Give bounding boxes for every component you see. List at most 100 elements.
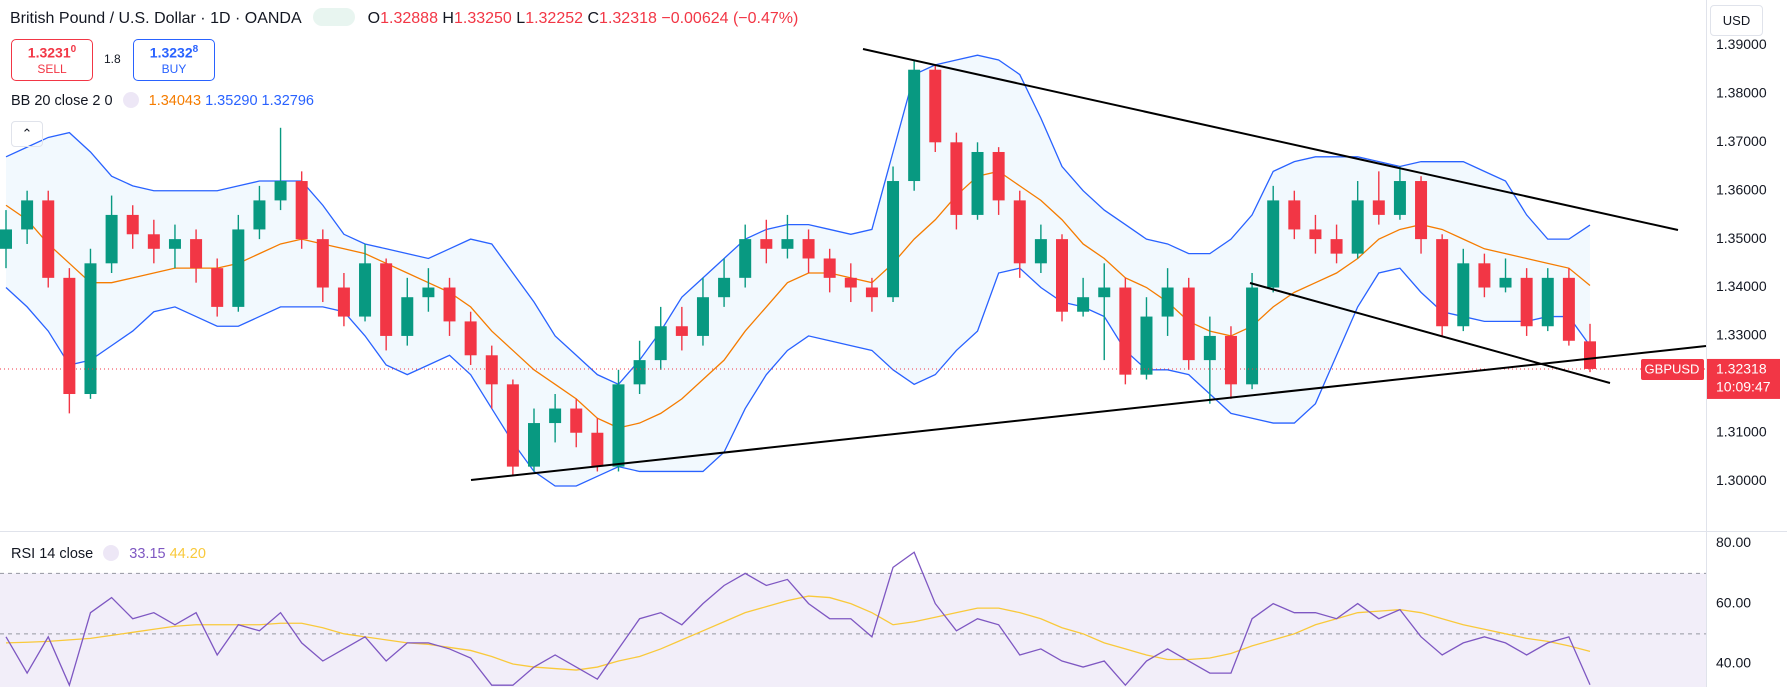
candle-body xyxy=(1372,200,1385,215)
candle-body xyxy=(1562,277,1575,341)
trend-line[interactable] xyxy=(1249,282,1611,384)
candle-body xyxy=(63,277,76,395)
candle-body xyxy=(844,277,857,288)
y-tick-label: 1.33000 xyxy=(1716,327,1767,343)
candle-body xyxy=(1013,200,1026,264)
candle-body xyxy=(1330,239,1343,254)
rsi-value: 33.15 xyxy=(129,546,166,562)
candle-body xyxy=(1161,287,1174,317)
candle-body xyxy=(1584,341,1596,369)
bb-middle-line xyxy=(5,170,1591,429)
sell-price: 1.3231 xyxy=(27,44,71,61)
candle-body xyxy=(675,326,688,336)
candle-body xyxy=(190,239,203,269)
settings-icon[interactable] xyxy=(122,92,139,108)
buy-button[interactable]: 1.32328 BUY xyxy=(133,39,215,81)
y-tick-label: 40.00 xyxy=(1716,655,1751,671)
candle-body xyxy=(359,263,372,317)
candle-body xyxy=(1351,200,1364,254)
candle-body xyxy=(274,181,287,201)
high-label: H xyxy=(442,10,454,27)
candle-body xyxy=(443,287,456,322)
candle-body xyxy=(739,239,752,278)
rsi-band-fill xyxy=(0,573,1706,687)
candle-body xyxy=(316,239,329,288)
candle-body xyxy=(1499,277,1512,288)
candle-body xyxy=(781,239,794,249)
y-tick-label: 1.39000 xyxy=(1716,36,1767,52)
candle-body xyxy=(84,263,97,395)
bb-title[interactable]: BB 20 close 2 0 xyxy=(11,93,113,109)
candle-body xyxy=(865,287,878,298)
symbol-tag xyxy=(1641,358,1704,380)
collapse-button[interactable]: ⌃ xyxy=(11,121,43,147)
buy-price: 1.3232 xyxy=(149,44,193,61)
candle-body xyxy=(612,384,625,467)
candle-body xyxy=(1203,335,1216,361)
candle-body xyxy=(1224,335,1237,385)
candle-body xyxy=(1541,277,1554,327)
candle-body xyxy=(591,432,604,467)
candle-body xyxy=(506,384,519,467)
candle-body xyxy=(1267,200,1280,288)
candle-body xyxy=(0,229,12,249)
buy-label: BUY xyxy=(161,61,187,76)
candle-body xyxy=(485,355,498,385)
candle-body xyxy=(696,297,709,336)
candle-body xyxy=(528,423,540,467)
bb-legend: BB 20 close 2 0 1.34043 1.35290 1.32796 xyxy=(11,92,314,109)
low-value: 1.32252 xyxy=(525,10,584,27)
candle-body xyxy=(802,239,815,259)
y-tick-label: 1.37000 xyxy=(1716,133,1767,149)
candle-body xyxy=(1415,181,1428,240)
candle-body xyxy=(908,69,921,182)
symbol-title[interactable]: British Pound / U.S. Dollar · 1D · OANDA xyxy=(10,10,301,27)
price-tag-value: 1.32318 xyxy=(1716,361,1767,377)
candle-body xyxy=(633,360,646,385)
low-label: L xyxy=(516,10,526,27)
candle-body xyxy=(570,408,583,433)
rsi-line xyxy=(5,551,1591,687)
candle-body xyxy=(1246,287,1259,385)
y-tick-label: 80.00 xyxy=(1716,534,1751,550)
candle-body xyxy=(823,258,836,278)
rsi-title[interactable]: RSI 14 close xyxy=(11,546,94,562)
candle-body xyxy=(1478,263,1491,288)
candle-body xyxy=(654,326,667,361)
candle-body xyxy=(126,214,139,235)
open-label: O xyxy=(367,10,381,27)
price-pane xyxy=(0,54,1706,487)
currency-button[interactable]: USD xyxy=(1710,5,1763,36)
y-tick-label: 1.36000 xyxy=(1716,181,1767,197)
sell-button[interactable]: 1.32310 SELL xyxy=(11,39,93,81)
candle-body xyxy=(971,151,984,215)
y-tick-label: 1.35000 xyxy=(1716,230,1767,246)
high-value: 1.33250 xyxy=(453,10,512,27)
settings-icon[interactable] xyxy=(103,545,120,561)
candle-body xyxy=(401,297,414,336)
symbol-tag-label: GBPUSD xyxy=(1645,361,1700,376)
price-tag xyxy=(1707,358,1780,399)
candle-body xyxy=(549,408,562,424)
spread: 1.8 xyxy=(104,52,121,66)
candle-body xyxy=(929,69,942,143)
candle-body xyxy=(1436,239,1449,327)
status-badge[interactable] xyxy=(313,8,356,26)
candle-body xyxy=(1098,287,1111,298)
buy-price-sup: 8 xyxy=(192,44,199,55)
trend-line[interactable] xyxy=(862,48,1679,231)
rsi-pane xyxy=(0,551,1706,687)
candle-body xyxy=(422,287,435,298)
bb-upper-line xyxy=(5,54,1591,386)
candle-body xyxy=(168,239,181,249)
candle-body xyxy=(1288,200,1301,230)
rsi-legend: RSI 14 close 33.15 44.20 xyxy=(11,545,206,562)
change-value: −0.00624 (−0.47%) xyxy=(661,10,799,27)
candle-body xyxy=(1457,263,1470,327)
candle-body xyxy=(21,200,34,230)
candle-body xyxy=(380,263,393,336)
candle-body xyxy=(232,229,245,307)
trend-line[interactable] xyxy=(470,345,1707,481)
candle-body xyxy=(1393,181,1406,215)
